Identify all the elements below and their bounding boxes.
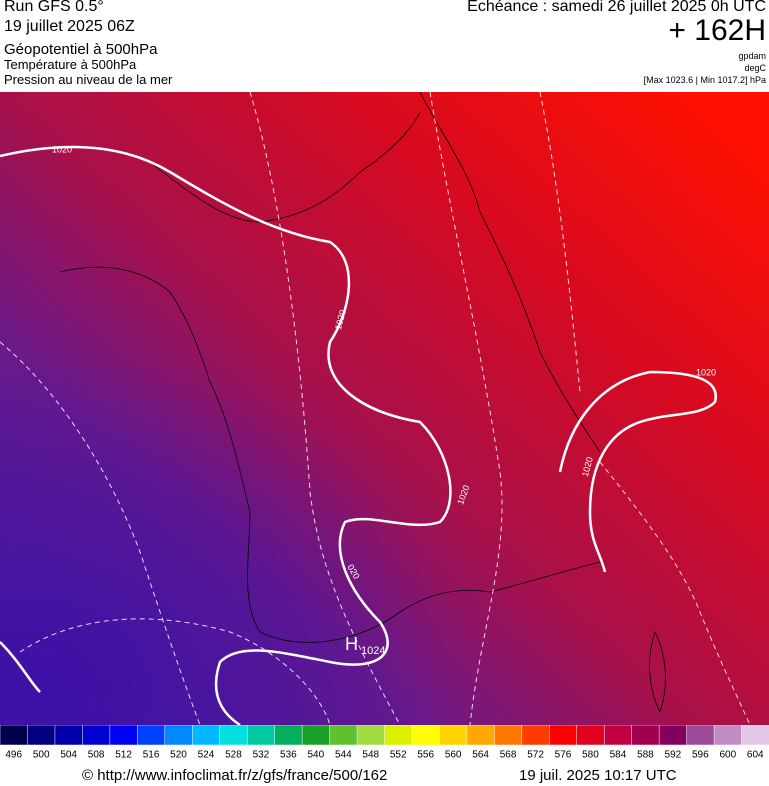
temperature-field	[0, 92, 769, 725]
run-date: 19 juillet 2025 06Z	[4, 18, 135, 35]
scale-label: 564	[472, 750, 489, 761]
scale-swatch	[0, 725, 29, 746]
scale-label: 540	[307, 750, 324, 761]
scale-label: 580	[582, 750, 599, 761]
forecast-hours: + 162H	[668, 14, 766, 47]
high-value: 1024	[361, 645, 385, 657]
scale-swatch	[549, 725, 578, 746]
scale-swatch	[27, 725, 56, 746]
scale-swatch	[192, 725, 221, 746]
echeance: Echéance : samedi 26 juillet 2025 0h UTC	[467, 0, 766, 15]
scale-swatch	[219, 725, 248, 746]
scale-label: 604	[747, 750, 764, 761]
color-scale: 496 500 504 508 512 516 520 524 528 532 536 540 544 5…	[0, 725, 769, 761]
scale-label: 560	[445, 750, 462, 761]
scale-swatch	[274, 725, 303, 746]
scale-label: 552	[390, 750, 407, 761]
scale-label: 568	[500, 750, 517, 761]
scale-swatch	[384, 725, 413, 746]
scale-label: 596	[692, 750, 709, 761]
scale-swatch	[521, 725, 551, 746]
scale-swatch	[82, 725, 111, 746]
high-symbol: H	[345, 634, 358, 654]
scale-label: 588	[637, 750, 654, 761]
scale-label: 548	[362, 750, 379, 761]
scale-swatch	[411, 725, 441, 746]
scale-label: 520	[170, 750, 187, 761]
scale-label: 528	[225, 750, 242, 761]
scale-label: 556	[417, 750, 434, 761]
scale-label: 524	[198, 750, 215, 761]
scale-label: 576	[555, 750, 572, 761]
pressure-range: [Max 1023.6 | Min 1017.2] hPa	[643, 75, 766, 85]
coastline	[59, 92, 666, 714]
scale-swatch	[329, 725, 358, 746]
field-label: Géopotentiel à 500hPa	[4, 41, 158, 58]
scale-swatch	[164, 725, 194, 746]
timestamp: 19 juil. 2025 10:17 UTC	[519, 767, 677, 784]
scale-label: 592	[665, 750, 682, 761]
run-title: Run GFS 0.5°	[4, 0, 104, 15]
scale-label: 572	[527, 750, 544, 761]
scale-label: 516	[143, 750, 160, 761]
scale-label: 600	[719, 750, 736, 761]
scale-swatch	[741, 725, 769, 746]
scale-swatch	[631, 725, 660, 746]
scale-swatch	[466, 725, 496, 746]
scale-label: 544	[335, 750, 352, 761]
scale-swatch	[686, 725, 715, 746]
scale-swatch	[356, 725, 386, 746]
scale-swatch	[713, 725, 743, 746]
scale-swatch	[658, 725, 688, 746]
scale-swatch	[137, 725, 166, 746]
scale-label: 500	[33, 750, 50, 761]
scale-label: 504	[60, 750, 77, 761]
scale-label: 496	[5, 750, 22, 761]
contour-label: 1020	[696, 367, 716, 377]
temperature-contour	[0, 92, 751, 725]
contour-label: 1020	[52, 144, 72, 154]
scale-label: 536	[280, 750, 297, 761]
scale-swatch	[301, 725, 331, 746]
scale-swatch	[576, 725, 605, 746]
scale-swatch	[54, 725, 84, 746]
scale-label: 508	[88, 750, 105, 761]
unit: degC	[744, 63, 766, 73]
scale-swatch	[109, 725, 139, 746]
field-label: Température à 500hPa	[4, 57, 137, 72]
scale-swatch	[603, 725, 633, 746]
scale-swatch	[246, 725, 276, 746]
scale-label: 532	[253, 750, 270, 761]
pressure-contour	[0, 145, 717, 725]
field-label: Pression au niveau de la mer	[4, 72, 173, 87]
scale-swatch	[494, 725, 523, 746]
scale-label: 584	[610, 750, 627, 761]
scale-swatch	[439, 725, 468, 746]
unit: gpdam	[738, 51, 766, 61]
scale-label: 512	[115, 750, 132, 761]
source-url: © http://www.infoclimat.fr/z/gfs/france/…	[82, 767, 388, 784]
